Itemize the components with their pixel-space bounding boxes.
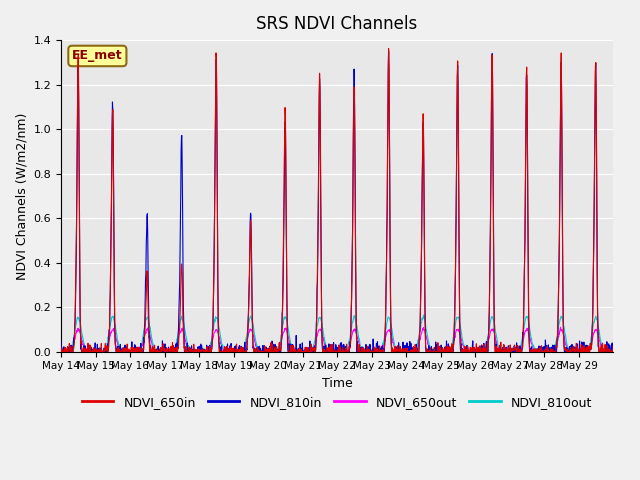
Legend: NDVI_650in, NDVI_810in, NDVI_650out, NDVI_810out: NDVI_650in, NDVI_810in, NDVI_650out, NDV… <box>77 391 597 414</box>
X-axis label: Time: Time <box>322 377 353 390</box>
Text: EE_met: EE_met <box>72 49 123 62</box>
Y-axis label: NDVI Channels (W/m2/nm): NDVI Channels (W/m2/nm) <box>15 112 28 279</box>
Title: SRS NDVI Channels: SRS NDVI Channels <box>257 15 418 33</box>
